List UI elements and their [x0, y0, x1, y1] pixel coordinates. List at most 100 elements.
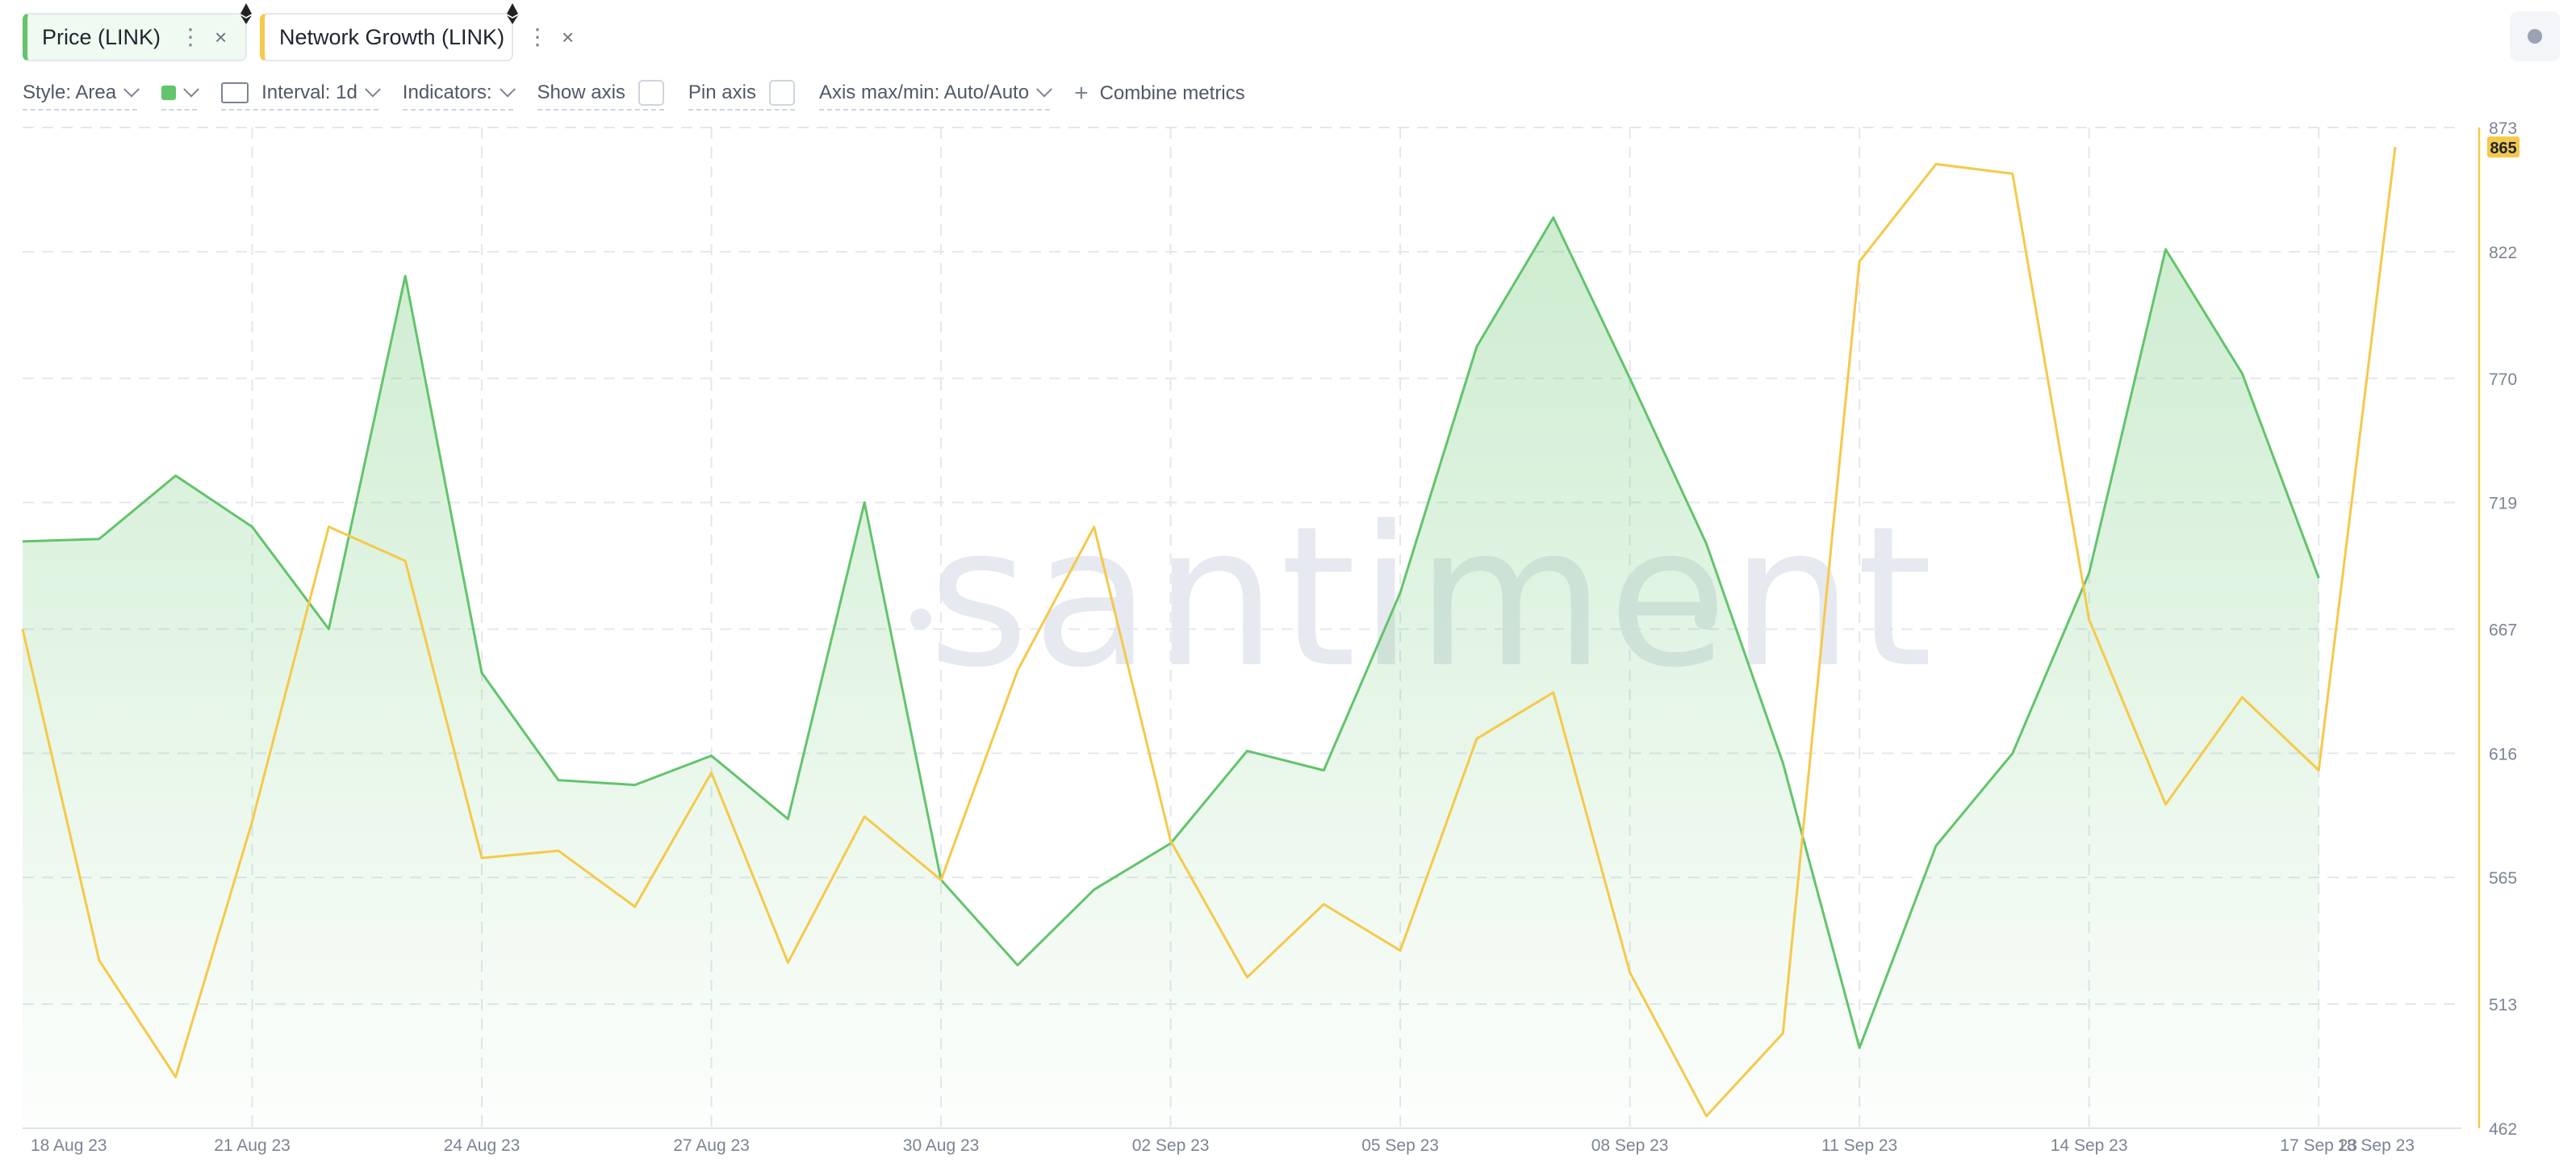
- network-growth-point: [1629, 971, 1632, 974]
- price-point: [786, 818, 789, 821]
- x-tick-label: 11 Sep 23: [1821, 1136, 1897, 1155]
- network-growth-point: [480, 856, 483, 860]
- network-growth-point: [1322, 902, 1325, 906]
- pin-axis-checkbox[interactable]: [768, 80, 795, 106]
- price-point: [863, 501, 866, 504]
- last-value-label: 865: [2490, 140, 2516, 157]
- price-point: [1858, 1046, 1861, 1049]
- price-area: [23, 217, 2319, 1129]
- price-point: [98, 537, 101, 541]
- network-growth-line: [21, 146, 2397, 1118]
- chart-toolbar: Style: Area Interval: 1d Indicators: Sho…: [23, 77, 1269, 111]
- price-point: [174, 474, 178, 477]
- show-axis-checkbox[interactable]: [638, 80, 664, 106]
- x-tick-label: 18 Sep 23: [2337, 1136, 2415, 1155]
- network-growth-point: [2394, 145, 2397, 148]
- price-point: [1016, 964, 1019, 967]
- x-tick-label: 05 Sep 23: [1361, 1136, 1439, 1155]
- last-value-badge: [2487, 136, 2520, 158]
- show-axis-toggle[interactable]: Show axis: [537, 77, 664, 111]
- metric-tab-price[interactable]: Price (LINK) ⋮ ×: [23, 3, 252, 61]
- dot-icon: [2528, 29, 2542, 44]
- settings-toggle-button[interactable]: [2510, 11, 2560, 61]
- network-growth-point: [1245, 976, 1248, 979]
- combine-metrics-button[interactable]: + Combine metrics: [1074, 77, 1245, 110]
- network-growth-point: [1858, 260, 1861, 263]
- price-point: [1475, 345, 1478, 349]
- y-tick-label: 616: [2489, 745, 2517, 763]
- metric-tab-network-growth[interactable]: Network Growth (LINK) ⋮ ×: [260, 3, 574, 61]
- y-tick-label: 719: [2489, 495, 2517, 513]
- y-tick-label: 513: [2489, 996, 2517, 1014]
- metric-tabs: Price (LINK) ⋮ × Network Growth (LINK) ⋮…: [23, 3, 574, 61]
- price-point: [710, 754, 713, 757]
- network-growth-point: [1552, 691, 1555, 694]
- x-tick-label: 27 Aug 23: [673, 1136, 750, 1155]
- more-vertical-icon[interactable]: ⋮: [526, 24, 549, 49]
- network-growth-point: [863, 815, 866, 818]
- network-growth-point: [710, 772, 713, 775]
- close-icon[interactable]: ×: [215, 25, 228, 49]
- network-growth-point: [98, 959, 101, 962]
- color-swatch: [161, 86, 177, 100]
- price-point: [327, 628, 330, 631]
- network-growth-point: [2088, 617, 2091, 621]
- more-vertical-icon[interactable]: ⋮: [179, 24, 202, 49]
- axis-minmax-dropdown[interactable]: Axis max/min: Auto/Auto: [818, 77, 1052, 111]
- price-point: [1704, 542, 1708, 546]
- price-point: [2317, 576, 2320, 579]
- watermark-dot: [910, 609, 931, 630]
- x-tick-label: 24 Aug 23: [444, 1136, 521, 1155]
- network-growth-point: [174, 1076, 178, 1079]
- network-growth-point: [1399, 949, 1402, 952]
- plus-icon: +: [1074, 80, 1089, 107]
- metric-tab-label: Price (LINK): [42, 24, 161, 49]
- network-growth-point: [1169, 839, 1173, 843]
- show-axis-label: Show axis: [537, 82, 625, 103]
- network-growth-point: [2317, 768, 2320, 772]
- network-growth-point: [2240, 696, 2244, 699]
- network-growth-point: [1016, 669, 1019, 672]
- price-area-fill: [23, 217, 2319, 1129]
- price-point: [251, 525, 254, 529]
- style-label: Style: Area: [23, 82, 117, 103]
- network-growth-point: [939, 878, 943, 881]
- network-growth-point: [2011, 172, 2014, 175]
- ethereum-icon: [507, 3, 518, 24]
- network-growth-point: [2164, 803, 2167, 806]
- network-growth-point: [21, 628, 24, 631]
- indicators-dropdown[interactable]: Indicators:: [402, 77, 516, 111]
- network-growth-point: [786, 961, 789, 964]
- price-point: [2240, 372, 2244, 375]
- price-point: [404, 274, 407, 278]
- metric-tab-label: Network Growth (LINK): [279, 24, 505, 49]
- close-icon[interactable]: ×: [562, 25, 575, 49]
- network-growth-point: [1093, 525, 1096, 529]
- y-tick-label: 873: [2489, 119, 2517, 138]
- price-point: [634, 784, 637, 787]
- pin-axis-toggle[interactable]: Pin axis: [688, 77, 795, 111]
- axis-minmax-label: Axis max/min: Auto/Auto: [818, 82, 1030, 103]
- axes: 462 513 565 616 667 719 770 822 873 18 Aug 23 21 A…: [31, 119, 2520, 1155]
- price-point: [1552, 216, 1555, 220]
- network-growth-point: [634, 905, 637, 908]
- x-tick-label: 21 Aug 23: [214, 1136, 291, 1155]
- network-growth-point: [251, 820, 254, 823]
- price-point: [2088, 571, 2091, 575]
- network-growth-point: [1704, 1115, 1708, 1118]
- price-point: [1629, 377, 1632, 380]
- combine-metrics-label: Combine metrics: [1099, 82, 1245, 104]
- pin-axis-label: Pin axis: [688, 82, 756, 103]
- interval-dropdown[interactable]: Interval: 1d: [221, 77, 381, 111]
- network-growth-point: [404, 559, 407, 563]
- series-lines: [21, 145, 2397, 1118]
- y-tick-label: 565: [2489, 869, 2517, 888]
- color-dropdown[interactable]: [161, 77, 199, 111]
- style-dropdown[interactable]: Style: Area: [23, 77, 140, 111]
- price-point: [1934, 844, 1938, 847]
- x-tick-label: 18 Aug 23: [31, 1136, 107, 1155]
- price-point: [2011, 751, 2014, 755]
- network-growth-point: [557, 849, 560, 852]
- ruler-icon: [221, 82, 249, 103]
